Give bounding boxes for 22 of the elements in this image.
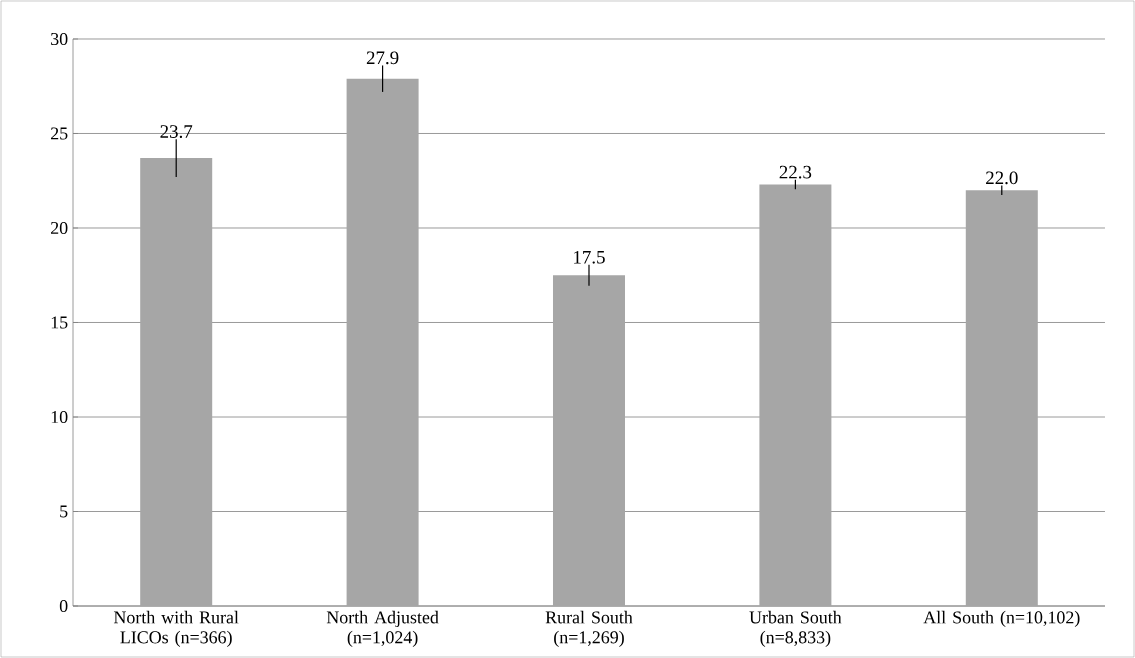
data-label: 23.7 — [160, 125, 193, 138]
x-tick-label: Urban South (n=8,833) — [749, 610, 842, 648]
data-label: 22.0 — [986, 171, 1018, 185]
x-tick-label: All South (n=10,102) — [923, 610, 1080, 628]
y-tick-label: 25 — [51, 127, 68, 140]
bar — [140, 158, 213, 606]
y-tick-label: 20 — [51, 221, 68, 235]
y-tick-label: 15 — [51, 316, 68, 329]
y-tick-label: 0 — [59, 599, 68, 613]
data-label: 17.5 — [574, 250, 605, 264]
y-tick-label: 10 — [51, 410, 68, 424]
data-label: 22.3 — [779, 165, 812, 179]
data-label: 27.9 — [366, 51, 399, 65]
y-tick-label: 30 — [51, 32, 68, 46]
y-tick-label: 5 — [60, 505, 68, 518]
bar — [346, 78, 419, 606]
bar — [552, 275, 625, 606]
bar — [759, 184, 832, 606]
bar — [965, 190, 1038, 606]
x-tick-label: North with Rural LICOs (n=366) — [113, 610, 239, 648]
x-tick-label: Rural South (n=1,269) — [545, 610, 633, 648]
x-tick-label: North Adjusted (n=1,024) — [326, 610, 439, 648]
